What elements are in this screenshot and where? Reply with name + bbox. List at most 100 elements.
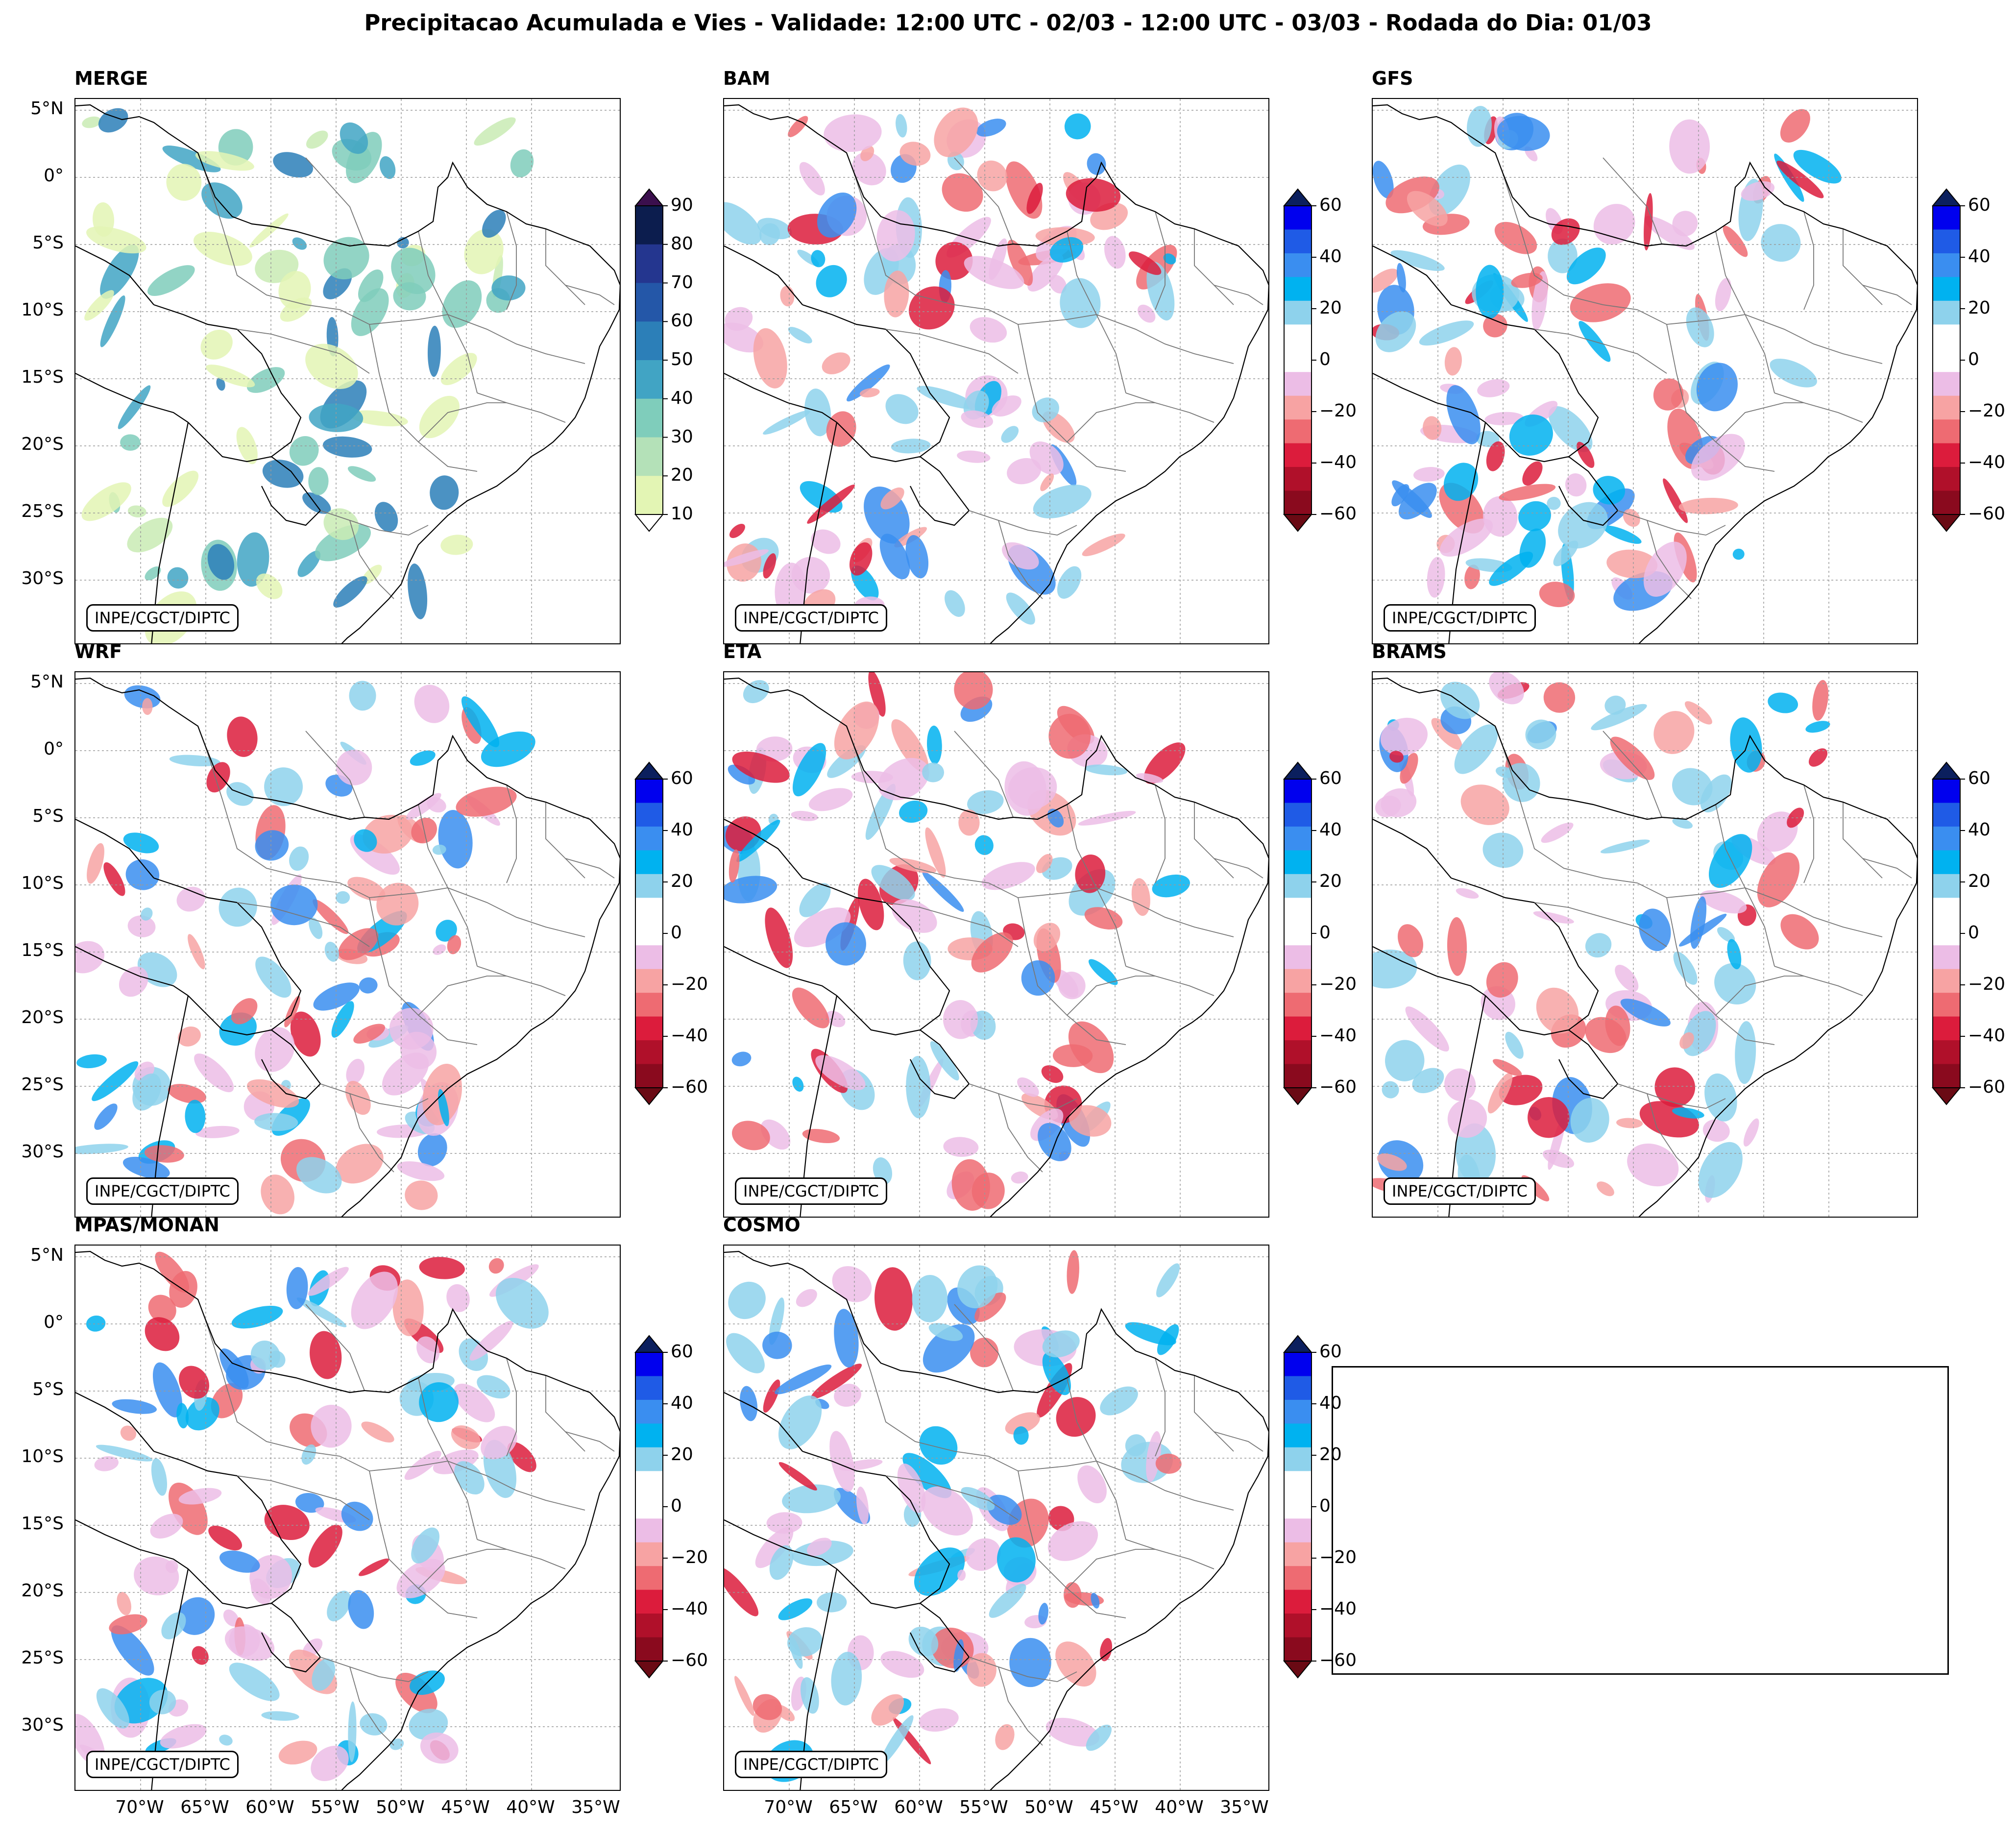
colorbar-eta: 60 40 20 0 −20 −40 −60 xyxy=(1283,761,1357,1105)
longitude-tick-label: 35°W xyxy=(1220,1797,1269,1817)
latitude-tick-label: 10°S xyxy=(21,873,64,893)
colorbar-wrf: 60 40 20 0 −20 −40 −60 xyxy=(634,761,708,1105)
colorbar-tick-label: 40 xyxy=(1968,820,1991,840)
colorbar-brams: 60 40 20 0 −20 −40 −60 xyxy=(1931,761,2005,1105)
map-canvas xyxy=(724,99,1268,643)
colorbar-tick-label: 0 xyxy=(1968,923,1979,943)
colorbar-swatches xyxy=(1283,761,1316,1105)
colorbar-tick-label: −20 xyxy=(1319,401,1357,421)
colorbar-tick-label: 40 xyxy=(1319,246,1342,267)
credit-label: INPE/CGCT/DIPTC xyxy=(1384,1177,1536,1205)
colorbar-tick-label: 60 xyxy=(671,311,693,331)
latitude-tick-label: 5°S xyxy=(32,806,64,826)
latitude-tick-label: 15°S xyxy=(21,1514,64,1534)
latitude-tick-label: 0° xyxy=(44,166,64,186)
colorbar-tick-label: 20 xyxy=(671,465,693,486)
colorbar-gfs: 60 40 20 0 −20 −40 −60 xyxy=(1931,188,2005,532)
map-panel-bam: INPE/CGCT/DIPTC xyxy=(723,98,1269,644)
credit-label: INPE/CGCT/DIPTC xyxy=(735,1751,887,1778)
map-panel-wrf: INPE/CGCT/DIPTC xyxy=(74,671,621,1218)
longitude-tick-label: 45°W xyxy=(441,1797,490,1817)
longitude-tick-label: 40°W xyxy=(1155,1797,1204,1817)
longitude-tick-label: 35°W xyxy=(571,1797,620,1817)
figure-title: Precipitacao Acumulada e Vies - Validade… xyxy=(364,10,1652,36)
latitude-tick-label: 5°N xyxy=(30,98,64,119)
latitude-tick-label: 5°N xyxy=(30,1245,64,1265)
longitude-tick-label: 50°W xyxy=(376,1797,425,1817)
latitude-tick-label: 25°S xyxy=(21,501,64,521)
colorbar-tick-label: 20 xyxy=(1319,871,1342,891)
longitude-tick-label: 60°W xyxy=(245,1797,294,1817)
latitude-tick-label: 25°S xyxy=(21,1075,64,1095)
colorbar-tick-label: −20 xyxy=(1319,974,1357,994)
colorbar-merge: 90 80 70 60 50 40 30 20 10 xyxy=(634,188,693,532)
credit-label: INPE/CGCT/DIPTC xyxy=(735,604,887,632)
colorbar-tick-label: 0 xyxy=(1319,349,1331,369)
colorbar-tick-label: 40 xyxy=(1319,820,1342,840)
longitude-tick-label: 50°W xyxy=(1024,1797,1073,1817)
latitude-tick-label: 20°S xyxy=(21,1581,64,1601)
map-canvas xyxy=(75,672,620,1217)
colorbar-tick-label: −40 xyxy=(671,1026,708,1046)
colorbar-tick-label: −20 xyxy=(1968,974,2005,994)
map-panel-merge: INPE/CGCT/DIPTC xyxy=(74,98,621,644)
colorbar-tick-label: −60 xyxy=(671,1077,708,1097)
credit-label: INPE/CGCT/DIPTC xyxy=(86,1751,239,1778)
longitude-tick-label: 60°W xyxy=(894,1797,943,1817)
colorbar-tick-label: −40 xyxy=(1319,1599,1357,1619)
colorbar-tick-label: −60 xyxy=(1968,504,2005,524)
colorbar-tick-label: −40 xyxy=(671,1599,708,1619)
colorbar-swatches xyxy=(634,1335,668,1679)
colorbar-tick-label: 40 xyxy=(1319,1393,1342,1413)
panel-title-bam: BAM xyxy=(723,68,771,89)
colorbar-bam: 60 40 20 0 −20 −40 −60 xyxy=(1283,188,1357,532)
colorbar-tick-label: 20 xyxy=(1968,871,1991,891)
colorbar-tick-label: −20 xyxy=(671,974,708,994)
colorbar-tick-label: 80 xyxy=(671,233,693,254)
map-canvas xyxy=(724,1246,1268,1790)
colorbar-swatches xyxy=(1931,761,1965,1105)
map-panel-mpas-monan: INPE/CGCT/DIPTC xyxy=(74,1245,621,1791)
latitude-tick-label: 10°S xyxy=(21,1446,64,1467)
empty-panel-box xyxy=(1332,1366,1949,1675)
panel-title-merge: MERGE xyxy=(74,68,148,89)
colorbar-swatches xyxy=(1931,188,1965,532)
map-canvas xyxy=(75,99,620,643)
latitude-tick-label: 15°S xyxy=(21,940,64,960)
colorbar-swatches xyxy=(1283,1335,1316,1679)
latitude-tick-label: 20°S xyxy=(21,434,64,454)
colorbar-tick-label: 0 xyxy=(1319,923,1331,943)
colorbar-tick-label: 60 xyxy=(1319,768,1342,788)
colorbar-tick-label: 40 xyxy=(671,388,693,408)
colorbar-tick-label: −40 xyxy=(1968,1026,2005,1046)
colorbar-tick-label: 20 xyxy=(671,1444,693,1465)
latitude-tick-label: 10°S xyxy=(21,300,64,320)
map-canvas xyxy=(1373,99,1917,643)
colorbar-tick-label: 20 xyxy=(1319,1444,1342,1465)
credit-label: INPE/CGCT/DIPTC xyxy=(735,1177,887,1205)
latitude-tick-label: 20°S xyxy=(21,1007,64,1027)
longitude-tick-label: 55°W xyxy=(311,1797,360,1817)
latitude-tick-label: 5°N xyxy=(30,672,64,692)
colorbar-tick-label: 60 xyxy=(671,768,693,788)
latitude-tick-label: 25°S xyxy=(21,1648,64,1668)
colorbar-tick-label: 40 xyxy=(671,1393,693,1413)
latitude-tick-label: 15°S xyxy=(21,367,64,387)
colorbar-tick-label: 60 xyxy=(1968,195,1991,215)
colorbar-tick-label: −20 xyxy=(671,1547,708,1567)
credit-label: INPE/CGCT/DIPTC xyxy=(86,1177,239,1205)
colorbar-cosmo: 60 40 20 0 −20 −40 −60 xyxy=(1283,1335,1357,1679)
longitude-tick-label: 55°W xyxy=(959,1797,1008,1817)
latitude-tick-label: 30°S xyxy=(21,568,64,588)
longitude-tick-label: 65°W xyxy=(180,1797,229,1817)
map-panel-gfs: INPE/CGCT/DIPTC xyxy=(1372,98,1918,644)
colorbar-swatches xyxy=(1283,188,1316,532)
colorbar-tick-label: −40 xyxy=(1319,1026,1357,1046)
panel-title-gfs: GFS xyxy=(1372,68,1413,89)
map-panel-eta: INPE/CGCT/DIPTC xyxy=(723,671,1269,1218)
latitude-tick-label: 30°S xyxy=(21,1142,64,1162)
colorbar-tick-label: 20 xyxy=(1968,298,1991,318)
longitude-tick-label: 70°W xyxy=(115,1797,164,1817)
credit-label: INPE/CGCT/DIPTC xyxy=(1384,604,1536,632)
latitude-tick-label: 30°S xyxy=(21,1715,64,1735)
